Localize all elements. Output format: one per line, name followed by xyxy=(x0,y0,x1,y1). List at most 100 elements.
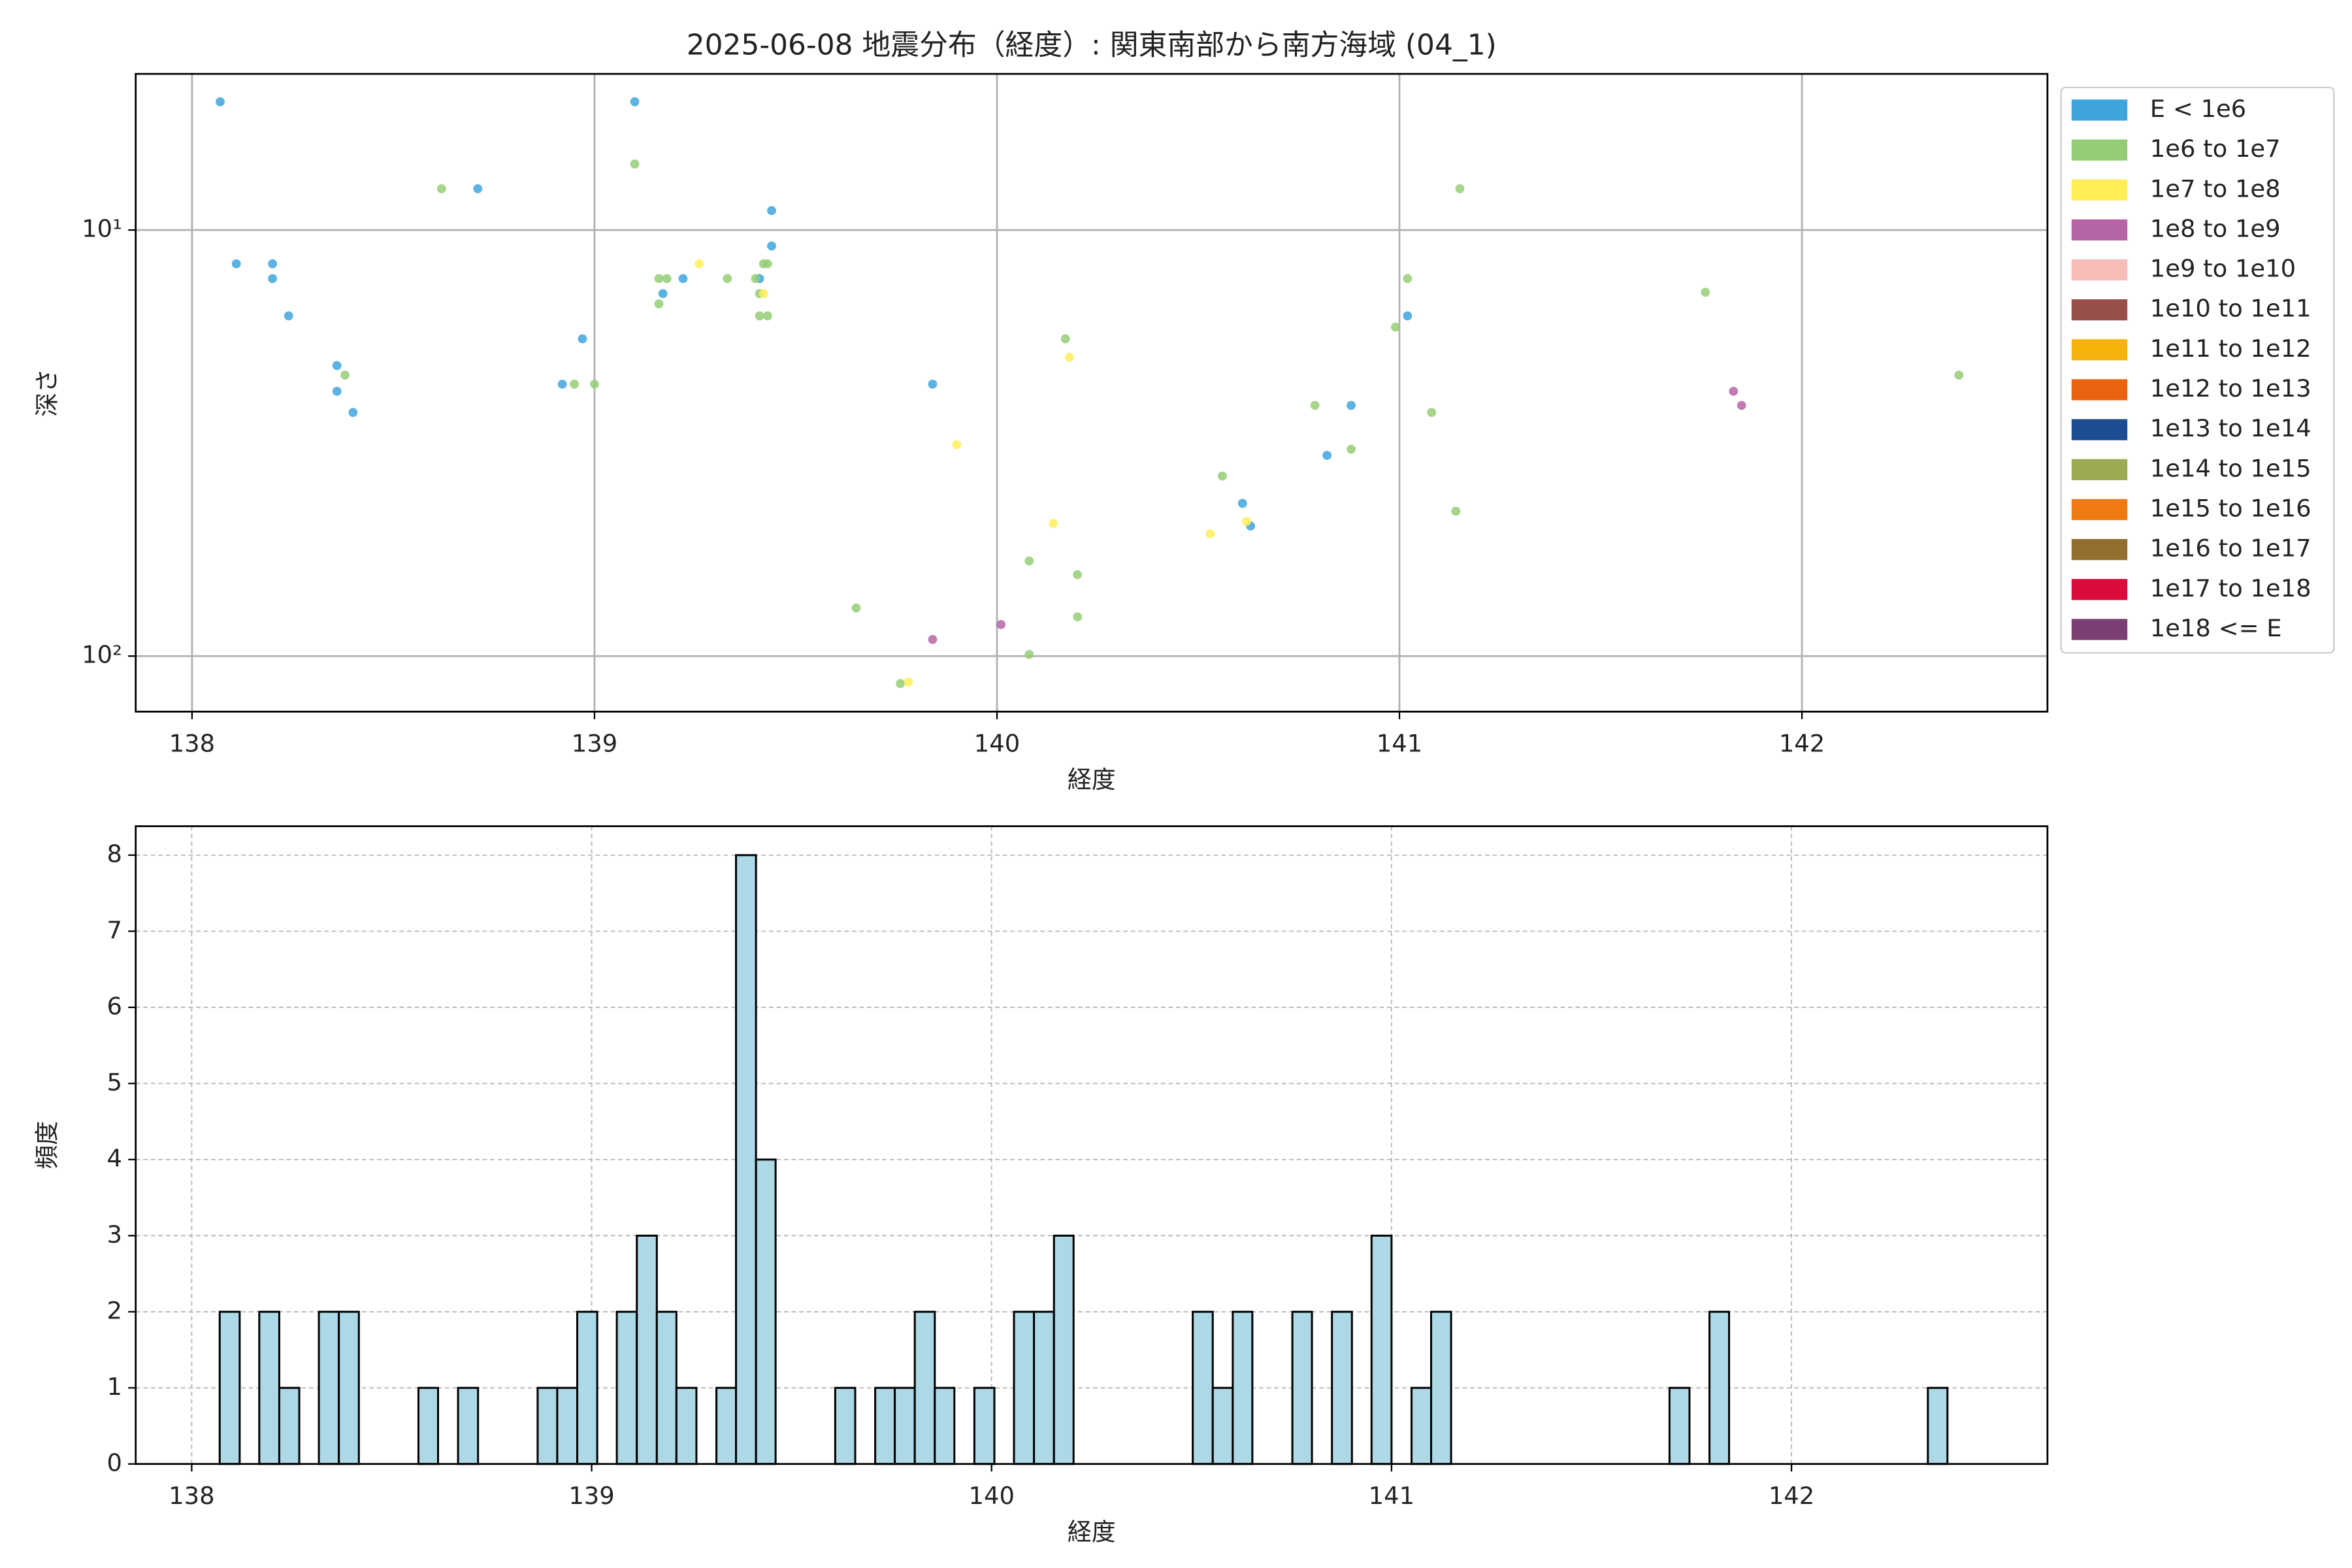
histogram-bar xyxy=(735,854,757,1465)
histogram-bar xyxy=(318,1311,340,1465)
scatter-point xyxy=(755,311,764,321)
histogram-bar xyxy=(894,1386,916,1465)
histogram-bar xyxy=(913,1311,936,1465)
histogram-bar xyxy=(973,1386,996,1465)
scatter-point xyxy=(1737,400,1746,410)
scatter-point xyxy=(1954,370,1964,380)
scatter-point xyxy=(1073,570,1083,580)
x-tick-label: 138 xyxy=(169,730,215,758)
y-tick-label: 10² xyxy=(82,641,122,669)
legend-label: 1e8 to 1e9 xyxy=(2150,214,2281,242)
legend-label: 1e7 to 1e8 xyxy=(2150,174,2281,203)
x-axis-label: 経度 xyxy=(1068,1518,1116,1546)
scatter-point xyxy=(1322,451,1332,460)
scatter-point xyxy=(1701,287,1710,297)
scatter-point xyxy=(231,259,241,269)
scatter-point xyxy=(658,289,668,299)
legend-label: E < 1e6 xyxy=(2150,95,2246,123)
histogram-bar xyxy=(834,1386,857,1465)
scatter-point xyxy=(1024,556,1034,566)
scatter-point xyxy=(928,634,938,644)
scatter-point xyxy=(1310,400,1320,410)
scatter-point xyxy=(1347,444,1356,454)
histogram-bar xyxy=(457,1386,480,1465)
y-axis-label: 頻度 xyxy=(33,1121,61,1169)
y-tick-label: 10¹ xyxy=(82,215,122,243)
y-tick-label: 1 xyxy=(106,1373,122,1401)
legend-label: 1e16 to 1e17 xyxy=(2150,534,2311,563)
histogram-bar xyxy=(338,1311,360,1465)
scatter-point xyxy=(473,184,483,193)
scatter-point xyxy=(557,380,567,389)
scatter-point xyxy=(578,334,587,344)
x-tick-label: 140 xyxy=(969,1482,1015,1510)
scatter-point xyxy=(216,97,225,106)
scatter-point xyxy=(928,380,938,389)
scatter-point xyxy=(1729,386,1739,396)
scatter-point xyxy=(340,370,350,380)
scatter-point xyxy=(630,159,640,169)
scatter-point xyxy=(767,206,776,216)
scatter-point xyxy=(1049,519,1058,528)
histogram-bar xyxy=(536,1386,559,1465)
x-tick-label: 141 xyxy=(1369,1482,1414,1510)
scatter-point xyxy=(694,259,704,269)
histogram-bar xyxy=(1033,1311,1055,1465)
x-tick-label: 142 xyxy=(1769,1482,1814,1510)
histogram-bar xyxy=(1708,1311,1731,1465)
scatter-point xyxy=(759,289,768,299)
scatter-point xyxy=(1218,471,1227,481)
legend-swatch xyxy=(2071,99,2128,121)
x-tick-label: 142 xyxy=(1779,730,1825,758)
histogram-bar xyxy=(1192,1311,1214,1465)
scatter-point xyxy=(1403,274,1413,284)
scatter-point xyxy=(284,311,293,321)
scatter-point xyxy=(767,241,776,251)
legend-swatch xyxy=(2071,219,2128,241)
scatter-point xyxy=(1024,649,1034,659)
scatter-point xyxy=(1064,353,1074,362)
legend-swatch xyxy=(2071,139,2128,161)
x-tick-label: 141 xyxy=(1377,730,1422,758)
y-tick-label: 7 xyxy=(106,916,122,944)
scatter-point xyxy=(662,274,672,284)
legend-swatch xyxy=(2071,619,2128,640)
x-tick-label: 139 xyxy=(568,1482,614,1510)
scatter-point xyxy=(630,97,640,106)
x-tick-label: 138 xyxy=(169,1482,214,1510)
histogram-bar xyxy=(218,1311,241,1465)
axes-frame xyxy=(135,825,2049,1465)
scatter-point xyxy=(1390,322,1400,332)
legend-label: 1e9 to 1e10 xyxy=(2150,255,2296,283)
legend-label: 1e6 to 1e7 xyxy=(2150,135,2281,163)
scatter-point xyxy=(952,440,962,449)
histogram-bar xyxy=(615,1311,638,1465)
scatter-point xyxy=(751,274,760,284)
histogram-bar xyxy=(874,1386,896,1465)
histogram-bar xyxy=(755,1158,777,1465)
axes-frame xyxy=(135,73,2049,713)
histogram-bar xyxy=(258,1311,280,1465)
scatter-point xyxy=(1403,311,1413,321)
scatter-point xyxy=(1242,517,1251,527)
histogram-bar xyxy=(1429,1311,1452,1465)
histogram-bar xyxy=(715,1386,738,1465)
scatter-point xyxy=(654,299,664,308)
histogram-bar xyxy=(1927,1386,1949,1465)
histogram-bar xyxy=(1370,1234,1393,1465)
scatter-point xyxy=(1455,184,1465,193)
legend-label: 1e15 to 1e16 xyxy=(2150,495,2311,523)
histogram-bar xyxy=(1013,1311,1036,1465)
scatter-point xyxy=(1060,334,1070,344)
histogram-bar xyxy=(655,1311,678,1465)
legend-swatch xyxy=(2071,579,2128,600)
legend-swatch xyxy=(2071,179,2128,201)
histogram-bar xyxy=(417,1386,439,1465)
histogram-bar xyxy=(636,1234,658,1465)
histogram-bar xyxy=(1291,1311,1313,1465)
scatter-point xyxy=(590,380,599,389)
legend-swatch xyxy=(2071,539,2128,561)
legend-label: 1e14 to 1e15 xyxy=(2150,454,2311,482)
